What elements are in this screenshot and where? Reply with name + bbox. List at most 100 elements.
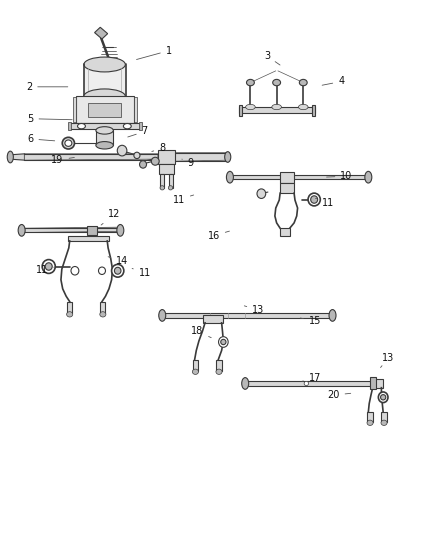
Ellipse shape: [7, 151, 13, 163]
Ellipse shape: [140, 161, 147, 168]
Polygon shape: [381, 412, 387, 422]
Polygon shape: [230, 175, 367, 179]
Ellipse shape: [225, 152, 231, 163]
Text: 5: 5: [27, 114, 72, 124]
Ellipse shape: [124, 124, 131, 129]
Ellipse shape: [65, 140, 72, 147]
Text: 14: 14: [108, 256, 128, 266]
Polygon shape: [370, 377, 376, 389]
Polygon shape: [68, 236, 109, 241]
Ellipse shape: [304, 381, 308, 385]
Ellipse shape: [329, 310, 336, 321]
Polygon shape: [367, 412, 373, 422]
Polygon shape: [67, 302, 72, 313]
Polygon shape: [24, 154, 158, 160]
Polygon shape: [21, 227, 121, 232]
Ellipse shape: [381, 394, 386, 400]
Ellipse shape: [18, 224, 25, 236]
Ellipse shape: [221, 340, 226, 345]
Ellipse shape: [84, 57, 125, 72]
Text: 20: 20: [327, 390, 351, 400]
Polygon shape: [280, 228, 290, 236]
Ellipse shape: [71, 266, 79, 275]
Text: 18: 18: [191, 326, 211, 338]
Text: 17: 17: [302, 373, 321, 383]
Ellipse shape: [62, 138, 74, 149]
Ellipse shape: [159, 310, 166, 321]
Ellipse shape: [192, 369, 198, 374]
Text: 13: 13: [244, 305, 265, 315]
Polygon shape: [311, 105, 315, 116]
Ellipse shape: [272, 104, 282, 110]
Polygon shape: [203, 316, 223, 323]
Polygon shape: [239, 105, 242, 116]
Ellipse shape: [96, 142, 113, 149]
Ellipse shape: [299, 79, 307, 86]
Ellipse shape: [378, 392, 388, 402]
Ellipse shape: [117, 146, 127, 156]
Text: 8: 8: [152, 143, 165, 154]
Text: 16: 16: [208, 231, 230, 241]
Polygon shape: [100, 302, 106, 313]
Polygon shape: [159, 165, 174, 174]
Ellipse shape: [100, 312, 106, 317]
Polygon shape: [371, 379, 383, 387]
Text: 4: 4: [322, 77, 344, 86]
Polygon shape: [161, 313, 332, 318]
Ellipse shape: [168, 185, 173, 190]
Polygon shape: [160, 174, 164, 188]
Text: 9: 9: [182, 158, 194, 168]
Text: 7: 7: [128, 126, 148, 137]
Polygon shape: [87, 226, 97, 235]
Polygon shape: [68, 122, 71, 131]
Polygon shape: [158, 150, 175, 165]
Polygon shape: [245, 381, 371, 385]
Ellipse shape: [151, 157, 159, 165]
Ellipse shape: [298, 104, 308, 110]
Ellipse shape: [219, 337, 228, 348]
Polygon shape: [193, 360, 198, 370]
Ellipse shape: [216, 369, 222, 374]
Text: 11: 11: [173, 195, 194, 205]
Polygon shape: [174, 153, 228, 161]
Text: 13: 13: [381, 353, 395, 368]
Polygon shape: [76, 96, 134, 123]
Ellipse shape: [311, 196, 318, 203]
Polygon shape: [96, 131, 113, 146]
Ellipse shape: [308, 193, 320, 206]
Ellipse shape: [84, 89, 125, 104]
Ellipse shape: [45, 263, 52, 270]
Text: 1: 1: [137, 46, 172, 60]
Text: 6: 6: [27, 134, 55, 144]
Text: 12: 12: [101, 209, 120, 225]
Text: 19: 19: [51, 155, 74, 165]
Polygon shape: [88, 103, 121, 117]
Text: 15: 15: [300, 316, 321, 326]
Ellipse shape: [134, 152, 140, 159]
Polygon shape: [280, 172, 294, 182]
Polygon shape: [10, 154, 25, 160]
Text: 11: 11: [36, 265, 55, 274]
Ellipse shape: [247, 79, 254, 86]
Ellipse shape: [42, 260, 55, 273]
Ellipse shape: [78, 124, 85, 129]
Text: 11: 11: [315, 198, 334, 208]
Polygon shape: [280, 182, 294, 193]
Text: 3: 3: [264, 51, 280, 65]
Ellipse shape: [257, 189, 266, 198]
Polygon shape: [239, 107, 315, 114]
Polygon shape: [95, 27, 108, 39]
Ellipse shape: [367, 420, 373, 425]
Ellipse shape: [381, 420, 387, 425]
Polygon shape: [216, 360, 222, 370]
Ellipse shape: [226, 171, 233, 183]
Ellipse shape: [273, 79, 281, 86]
Polygon shape: [73, 98, 76, 122]
Polygon shape: [84, 64, 126, 96]
Ellipse shape: [160, 185, 164, 190]
Text: 2: 2: [26, 82, 68, 92]
Ellipse shape: [114, 267, 121, 274]
Ellipse shape: [67, 312, 73, 317]
Ellipse shape: [112, 264, 124, 277]
Ellipse shape: [96, 127, 113, 134]
